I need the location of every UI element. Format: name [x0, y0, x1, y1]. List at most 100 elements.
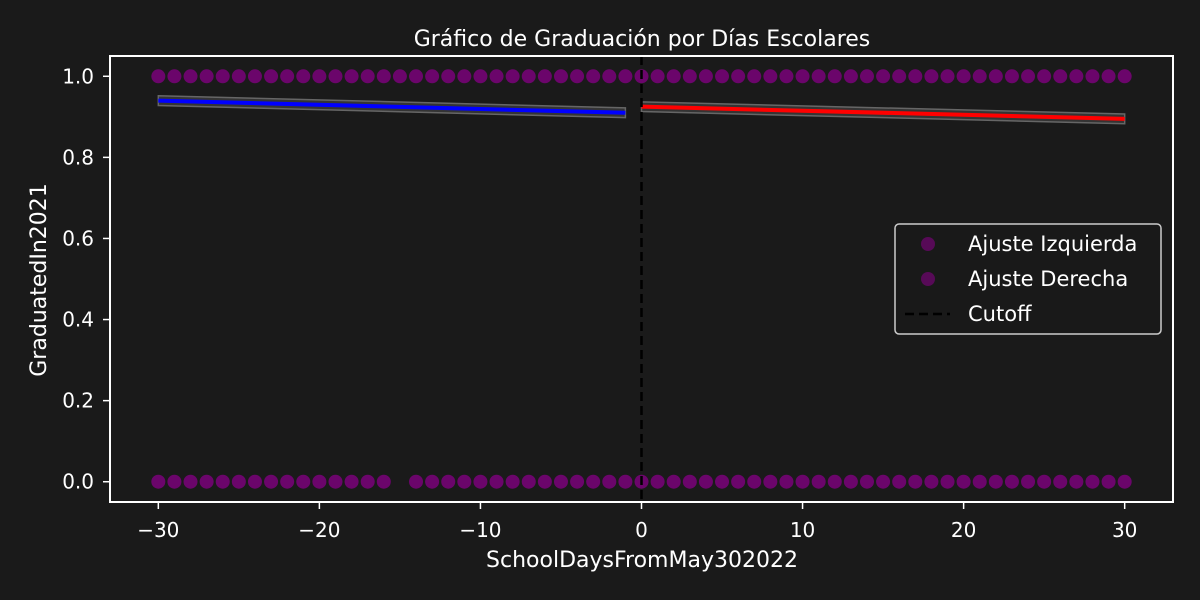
data-point	[731, 69, 746, 84]
x-tick-label: −20	[298, 518, 340, 542]
data-point	[215, 69, 230, 84]
y-tick-label: 0.2	[62, 389, 94, 413]
x-axis-title: SchoolDaysFromMay302022	[486, 548, 798, 573]
data-point	[698, 474, 713, 489]
y-tick-label: 1.0	[62, 64, 94, 88]
data-point	[264, 474, 279, 489]
data-point	[892, 474, 907, 489]
data-point	[344, 474, 359, 489]
data-point	[811, 474, 826, 489]
data-point	[1085, 474, 1100, 489]
data-point	[505, 474, 520, 489]
data-point	[618, 474, 633, 489]
data-point	[183, 474, 198, 489]
legend-label: Cutoff	[968, 302, 1032, 326]
data-point	[650, 69, 665, 84]
data-point	[328, 69, 343, 84]
data-point	[570, 69, 585, 84]
series-0-points	[151, 69, 633, 489]
data-point	[441, 69, 456, 84]
data-point	[843, 474, 858, 489]
plot-area	[151, 56, 1132, 502]
data-point	[215, 474, 230, 489]
data-point	[682, 69, 697, 84]
y-tick-label: 0.0	[62, 470, 94, 494]
data-point	[425, 69, 440, 84]
data-point	[908, 474, 923, 489]
data-point	[537, 69, 552, 84]
data-point	[473, 69, 488, 84]
data-point	[972, 69, 987, 84]
data-point	[650, 474, 665, 489]
data-point	[1021, 474, 1036, 489]
data-point	[747, 474, 762, 489]
data-point	[876, 474, 891, 489]
data-point	[457, 474, 472, 489]
data-point	[280, 69, 295, 84]
data-point	[457, 69, 472, 84]
data-point	[763, 69, 778, 84]
data-point	[231, 69, 246, 84]
data-point	[924, 474, 939, 489]
data-point	[344, 69, 359, 84]
data-point	[795, 69, 810, 84]
data-point	[1037, 474, 1052, 489]
data-point	[199, 474, 214, 489]
data-point	[602, 69, 617, 84]
data-point	[602, 474, 617, 489]
data-point	[698, 69, 713, 84]
data-point	[811, 69, 826, 84]
data-point	[859, 474, 874, 489]
data-point	[441, 474, 456, 489]
data-point	[151, 474, 166, 489]
axes: −30 −20 −10 0 10 20 30 0.0 0.2 0.4 0.6 0.8 1.0	[62, 55, 1174, 542]
x-tick-label: 20	[951, 518, 976, 542]
data-point	[988, 474, 1003, 489]
data-point	[247, 474, 262, 489]
y-tick-label: 0.6	[62, 226, 94, 250]
fit-line-1	[641, 104, 1125, 121]
x-tick-label: 0	[635, 518, 648, 542]
data-point	[924, 69, 939, 84]
data-point	[151, 69, 166, 84]
y-axis-title: GraduatedIn2021	[27, 183, 52, 377]
data-point	[972, 474, 987, 489]
data-point	[360, 69, 375, 84]
legend-marker	[921, 237, 935, 251]
data-point	[167, 474, 182, 489]
data-point	[553, 474, 568, 489]
data-point	[280, 474, 295, 489]
data-point	[827, 69, 842, 84]
x-tick-label: −30	[137, 518, 179, 542]
series-1-points	[634, 69, 1132, 489]
data-point	[1069, 474, 1084, 489]
data-point	[521, 69, 536, 84]
data-point	[731, 474, 746, 489]
data-point	[199, 69, 214, 84]
data-point	[763, 474, 778, 489]
data-point	[376, 69, 391, 84]
data-point	[1085, 69, 1100, 84]
data-point	[1004, 474, 1019, 489]
data-point	[908, 69, 923, 84]
data-point	[425, 474, 440, 489]
fit-line-0	[158, 98, 626, 115]
data-point	[473, 474, 488, 489]
data-point	[956, 474, 971, 489]
data-point	[682, 474, 697, 489]
x-tick-label: 30	[1112, 518, 1137, 542]
data-point	[666, 69, 681, 84]
data-point	[1117, 474, 1132, 489]
data-point	[247, 69, 262, 84]
data-point	[376, 474, 391, 489]
data-point	[1004, 69, 1019, 84]
data-point	[167, 69, 182, 84]
chart-title: Gráfico de Graduación por Días Escolares	[414, 27, 871, 52]
data-point	[988, 69, 1003, 84]
legend-box	[894, 223, 1162, 335]
data-point	[586, 69, 601, 84]
data-point	[312, 69, 327, 84]
data-point	[715, 474, 730, 489]
